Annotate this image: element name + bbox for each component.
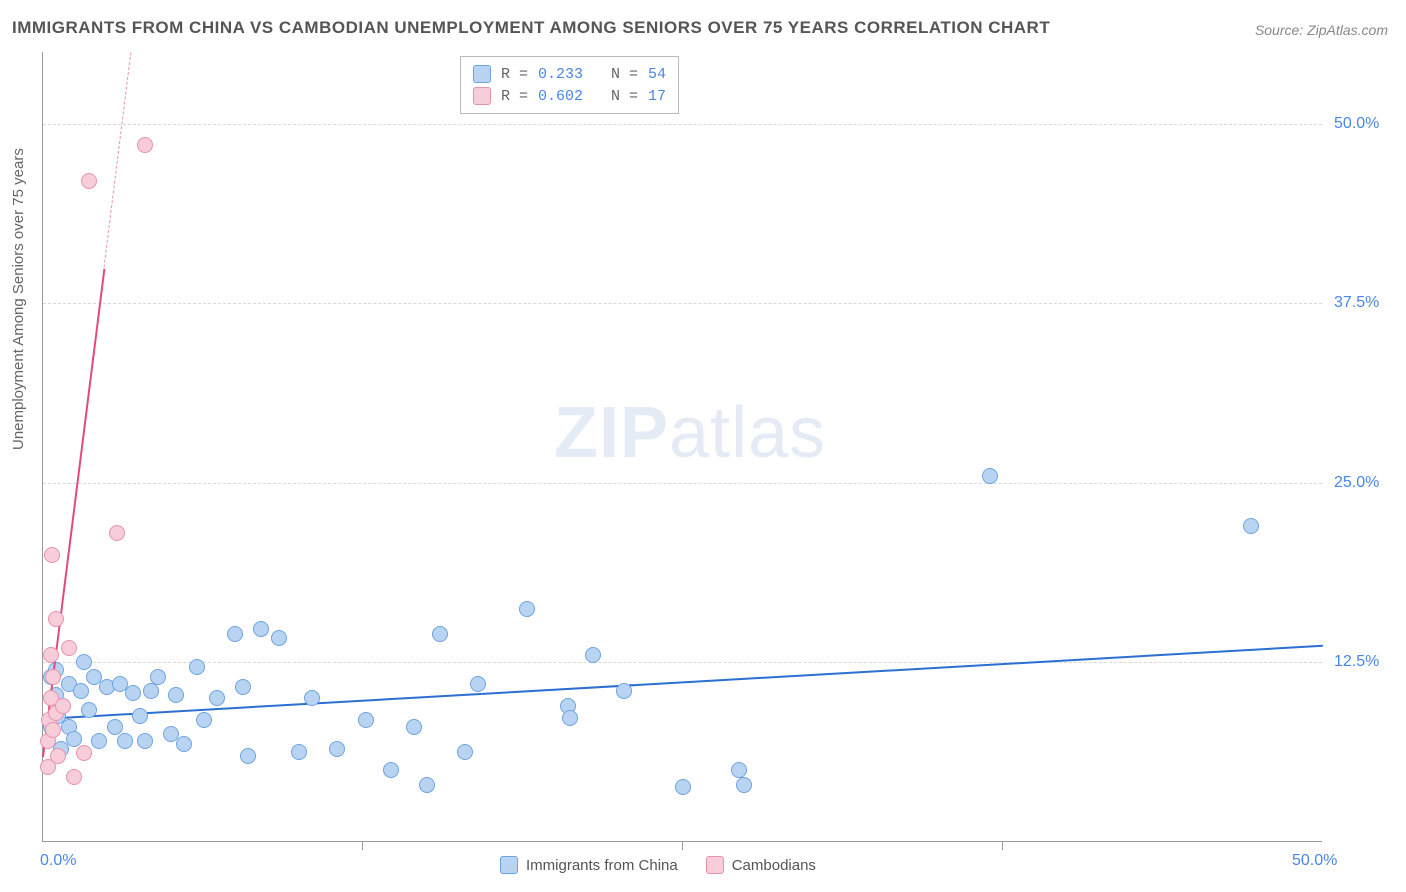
data-point: [585, 647, 601, 663]
legend-swatch: [500, 856, 518, 874]
legend-series-name: Cambodians: [732, 857, 816, 874]
data-point: [66, 769, 82, 785]
gridline: [43, 303, 1322, 304]
y-tick-label: 37.5%: [1334, 294, 1379, 312]
data-point: [132, 708, 148, 724]
data-point: [209, 690, 225, 706]
data-point: [168, 687, 184, 703]
legend-r-label: R =: [501, 66, 528, 83]
data-point: [519, 601, 535, 617]
legend-correlation: R = 0.233 N = 54R = 0.602 N = 17: [460, 56, 679, 114]
legend-n-value: 17: [648, 88, 666, 105]
data-point: [189, 659, 205, 675]
data-point: [291, 744, 307, 760]
data-point: [271, 630, 287, 646]
data-point: [150, 669, 166, 685]
legend-swatch: [706, 856, 724, 874]
data-point: [329, 741, 345, 757]
data-point: [196, 712, 212, 728]
data-point: [117, 733, 133, 749]
x-axis-min: 0.0%: [40, 852, 76, 870]
legend-r-value: 0.233: [538, 66, 583, 83]
data-point: [125, 685, 141, 701]
y-tick-label: 12.5%: [1334, 653, 1379, 671]
data-point: [1243, 518, 1259, 534]
data-point: [55, 698, 71, 714]
x-tick-mark: [1002, 842, 1003, 850]
data-point: [48, 611, 64, 627]
data-point: [107, 719, 123, 735]
chart-title: IMMIGRANTS FROM CHINA VS CAMBODIAN UNEMP…: [12, 18, 1050, 38]
data-point: [73, 683, 89, 699]
data-point: [304, 690, 320, 706]
data-point: [44, 547, 60, 563]
data-point: [227, 626, 243, 642]
data-point: [43, 647, 59, 663]
legend-r-value: 0.602: [538, 88, 583, 105]
data-point: [562, 710, 578, 726]
data-point: [616, 683, 632, 699]
legend-row: R = 0.233 N = 54: [473, 63, 666, 85]
legend-r-label: R =: [501, 88, 528, 105]
data-point: [406, 719, 422, 735]
data-point: [66, 731, 82, 747]
plot-area: [42, 52, 1322, 842]
data-point: [176, 736, 192, 752]
legend-swatch: [473, 65, 491, 83]
data-point: [91, 733, 107, 749]
legend-series-name: Immigrants from China: [526, 857, 678, 874]
data-point: [76, 745, 92, 761]
data-point: [358, 712, 374, 728]
legend-item: Immigrants from China: [500, 856, 678, 874]
y-axis-label: Unemployment Among Seniors over 75 years: [10, 148, 27, 450]
data-point: [76, 654, 92, 670]
data-point: [457, 744, 473, 760]
data-point: [240, 748, 256, 764]
source-label: Source: ZipAtlas.com: [1255, 22, 1388, 38]
data-point: [45, 722, 61, 738]
x-axis-max: 50.0%: [1292, 852, 1337, 870]
data-point: [253, 621, 269, 637]
data-point: [143, 683, 159, 699]
data-point: [61, 640, 77, 656]
data-point: [81, 702, 97, 718]
legend-n-label: N =: [593, 66, 638, 83]
data-point: [736, 777, 752, 793]
x-tick-mark: [682, 842, 683, 850]
data-point: [235, 679, 251, 695]
data-point: [109, 525, 125, 541]
legend-item: Cambodians: [706, 856, 816, 874]
trend-line: [104, 52, 132, 268]
legend-swatch: [473, 87, 491, 105]
legend-row: R = 0.602 N = 17: [473, 85, 666, 107]
data-point: [470, 676, 486, 692]
data-point: [675, 779, 691, 795]
legend-n-label: N =: [593, 88, 638, 105]
data-point: [45, 669, 61, 685]
legend-series: Immigrants from China Cambodians: [500, 856, 816, 874]
legend-n-value: 54: [648, 66, 666, 83]
data-point: [50, 748, 66, 764]
data-point: [383, 762, 399, 778]
x-tick-mark: [362, 842, 363, 850]
data-point: [419, 777, 435, 793]
y-tick-label: 50.0%: [1334, 115, 1379, 133]
data-point: [81, 173, 97, 189]
gridline: [43, 483, 1322, 484]
data-point: [137, 137, 153, 153]
data-point: [432, 626, 448, 642]
data-point: [982, 468, 998, 484]
y-tick-label: 25.0%: [1334, 474, 1379, 492]
gridline: [43, 124, 1322, 125]
data-point: [137, 733, 153, 749]
gridline: [43, 662, 1322, 663]
